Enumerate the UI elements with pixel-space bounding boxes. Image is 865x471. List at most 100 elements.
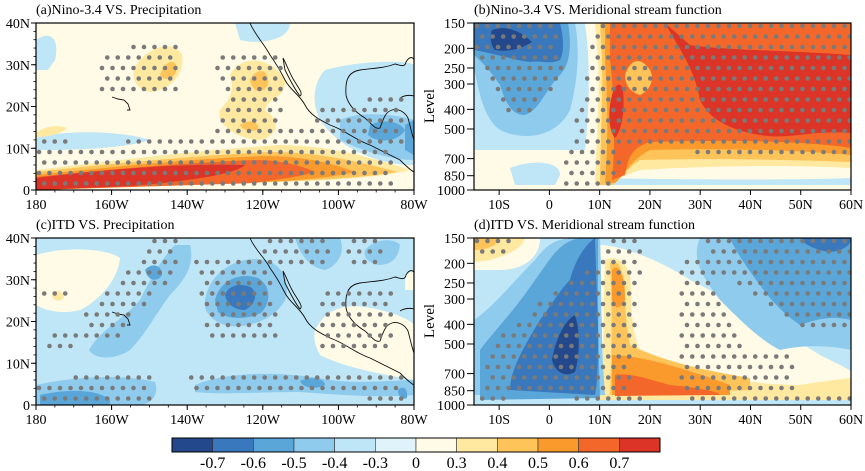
significance-dot <box>784 312 790 317</box>
significance-dot <box>821 65 826 71</box>
significance-dot <box>805 139 811 144</box>
significance-dot <box>131 280 136 286</box>
significance-dot <box>110 385 115 391</box>
significance-dot <box>626 139 632 144</box>
significance-dot <box>521 333 527 338</box>
significance-dot <box>721 118 727 123</box>
x-tick-label: 30N <box>688 198 712 213</box>
significance-dot <box>362 259 367 265</box>
significance-dot <box>78 149 84 155</box>
significance-dot <box>241 181 247 186</box>
significance-dot <box>532 333 538 338</box>
significance-dot <box>821 280 826 286</box>
coastline <box>282 270 302 310</box>
significance-dot <box>805 118 811 123</box>
significance-dot <box>141 44 147 50</box>
x-tick-label: 120W <box>246 198 281 213</box>
significance-dot <box>731 34 737 39</box>
significance-dot <box>532 375 538 380</box>
significance-dot <box>485 385 490 391</box>
significance-dot <box>847 291 851 296</box>
significance-dot <box>372 238 378 244</box>
significance-dot <box>752 139 758 144</box>
significance-dot <box>367 291 373 296</box>
significance-dot <box>595 118 601 123</box>
significance-dot <box>115 312 121 317</box>
significance-dot <box>495 44 501 50</box>
significance-dot <box>600 343 606 349</box>
colorbar-swatch <box>334 437 376 453</box>
significance-dot <box>600 280 606 286</box>
significance-dot <box>220 118 226 123</box>
significance-dot <box>731 375 737 380</box>
significance-dot <box>611 322 616 328</box>
significance-dot <box>658 76 664 81</box>
significance-dot <box>220 312 226 317</box>
significance-dot <box>267 128 273 134</box>
significance-dot <box>842 107 847 113</box>
significance-dot <box>810 238 816 244</box>
significance-dot <box>716 385 721 391</box>
significance-dot <box>574 396 580 401</box>
significance-dot <box>278 86 283 92</box>
significance-dot <box>684 65 690 71</box>
significance-dot <box>272 76 278 81</box>
significance-dot <box>737 343 742 349</box>
significance-dot <box>309 385 315 391</box>
significance-dot <box>262 55 268 60</box>
significance-dot <box>579 107 585 113</box>
significance-dot <box>600 301 606 307</box>
significance-dot <box>836 312 842 317</box>
significance-dot <box>272 375 278 380</box>
y-tick-label: 30N <box>6 274 30 289</box>
significance-dot <box>136 270 142 275</box>
significance-dot <box>710 55 716 60</box>
x-tick-label: 0 <box>546 198 553 213</box>
significance-dot <box>826 97 832 102</box>
significance-dot <box>68 343 73 349</box>
significance-dot <box>826 291 832 296</box>
significance-dot <box>521 354 527 359</box>
significance-dot <box>731 55 737 60</box>
significance-dot <box>41 396 47 401</box>
significance-dot <box>146 76 152 81</box>
significance-dot <box>773 354 779 359</box>
significance-dot <box>716 65 721 71</box>
significance-dot <box>314 249 320 254</box>
significance-dot <box>642 44 648 50</box>
significance-dot <box>146 139 152 144</box>
significance-dot <box>225 385 231 391</box>
significance-dot <box>574 160 580 165</box>
significance-dot <box>246 322 252 328</box>
significance-dot <box>267 301 273 307</box>
significance-dot <box>789 301 795 307</box>
significance-dot <box>506 107 511 113</box>
coastline <box>345 307 414 354</box>
significance-dot <box>183 149 189 155</box>
significance-dot <box>668 118 674 123</box>
significance-dot <box>325 139 331 144</box>
significance-dot <box>716 238 721 244</box>
significance-dot <box>721 333 727 338</box>
significance-dot <box>157 249 163 254</box>
significance-dot <box>104 55 110 60</box>
x-tick-label: 100W <box>321 413 356 428</box>
significance-dot <box>800 65 805 71</box>
significance-dot <box>304 249 310 254</box>
significance-dot <box>742 139 748 144</box>
significance-dot <box>842 86 847 92</box>
significance-dot <box>563 181 569 186</box>
significance-dot <box>220 181 226 186</box>
significance-dot <box>125 291 131 296</box>
panel-a: (a)Nino-3.4 VS. Precipitation <box>6 3 429 213</box>
significance-dot <box>800 322 805 328</box>
significance-dot <box>794 97 800 102</box>
significance-dot <box>372 322 378 328</box>
significance-dot <box>710 118 716 123</box>
significance-dot <box>611 107 616 113</box>
significance-dot <box>742 76 748 81</box>
significance-dot <box>789 280 795 286</box>
significance-dot <box>831 259 837 265</box>
significance-dot <box>246 107 252 113</box>
significance-dot <box>721 354 727 359</box>
